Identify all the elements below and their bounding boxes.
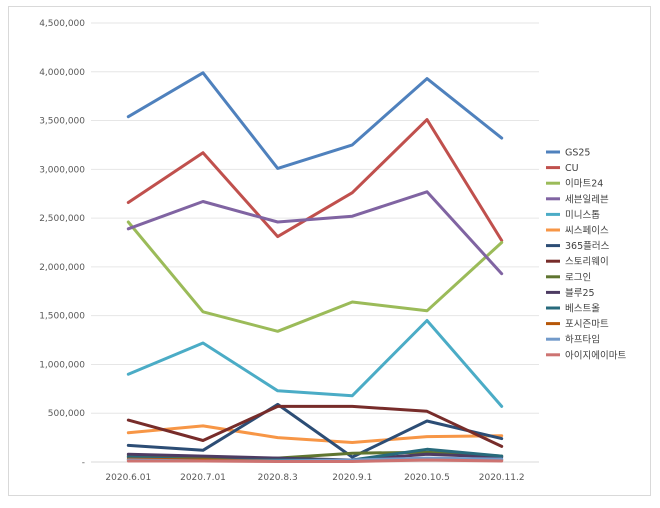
series-line-6: [126, 424, 504, 444]
y-tick-label: 500,000: [48, 409, 85, 419]
series-line-2: [126, 118, 504, 242]
series-line-7: [126, 402, 504, 459]
legend-label: 블루25: [565, 288, 595, 299]
x-axis: 2020.6.01 2020.7.01 2020.8.3 2020.9.1 2020.1…: [105, 473, 524, 483]
x-tick-label: 2020.11.2: [479, 473, 525, 483]
legend-label: 하프타임: [565, 334, 600, 346]
y-tick-label: 1,000,000: [39, 360, 85, 370]
legend-label: GS25: [565, 148, 590, 159]
y-tick-label: 2,000,000: [39, 263, 85, 273]
y-tick-label: 2,500,000: [39, 214, 85, 224]
series-line-5: [126, 319, 504, 408]
legend-label: 세븐일레븐: [565, 194, 609, 205]
series-line-9: [126, 450, 504, 460]
legend-label: 아이지에이마트: [565, 350, 626, 361]
legend-label: 씨스페이스: [565, 226, 609, 237]
series-line-4: [126, 190, 504, 276]
y-tick-label: 1,500,000: [39, 312, 85, 322]
series-line-8: [126, 404, 504, 448]
legend-label: 포시즌마트: [565, 319, 609, 330]
series-line-14: [126, 458, 504, 463]
x-tick-label: 2020.9.1: [332, 473, 372, 483]
y-tick-label: 3,500,000: [39, 117, 85, 127]
x-tick-label: 2020.6.01: [105, 473, 151, 483]
y-tick-label: 4,000,000: [39, 68, 85, 78]
y-tick-label: -: [82, 458, 85, 468]
legend-label: 이마트24: [565, 179, 603, 190]
legend-label: 스토리웨이: [565, 256, 609, 268]
line-chart: - 500,000 1,000,000 1,500,000 2,000,000 2,500…: [39, 19, 626, 483]
series-line-3: [126, 220, 504, 333]
series-lines: [126, 71, 504, 463]
legend-label: 미니스톱: [565, 210, 600, 221]
legend-label: 베스트올: [565, 304, 600, 315]
chart-frame: - 500,000 1,000,000 1,500,000 2,000,000 2,500…: [8, 6, 651, 496]
series-line-1: [126, 71, 504, 170]
x-tick-label: 2020.7.01: [180, 473, 226, 483]
x-tick-label: 2020.8.3: [258, 473, 298, 483]
legend-label: 로그인: [565, 272, 591, 283]
legend-label: 365플러스: [565, 241, 610, 252]
y-tick-label: 3,000,000: [39, 165, 85, 175]
legend-label: CU: [565, 163, 579, 174]
x-tick-label: 2020.10.5: [404, 473, 450, 483]
y-tick-label: 4,500,000: [39, 19, 85, 29]
y-axis: - 500,000 1,000,000 1,500,000 2,000,000 2,500…: [39, 19, 85, 468]
